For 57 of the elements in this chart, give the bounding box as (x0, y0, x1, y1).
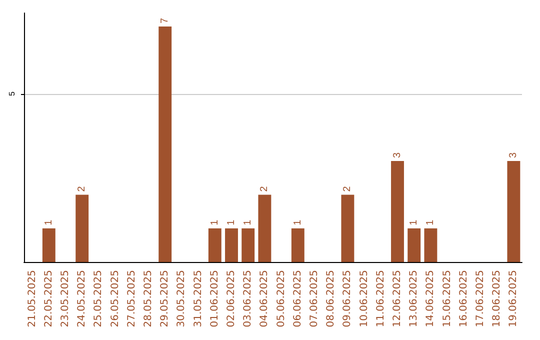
x-tick-label: 15.06.2025 (442, 270, 453, 328)
x-tick-label: 23.05.2025 (60, 270, 71, 328)
x-tick-label: 26.05.2025 (110, 270, 121, 328)
x-tick-label: 02.06.2025 (226, 270, 237, 328)
data-label: 1 (226, 219, 237, 226)
data-label: 1 (43, 219, 54, 226)
x-tick-label: 31.05.2025 (192, 270, 204, 328)
bar (341, 194, 354, 262)
data-label: 1 (408, 219, 420, 226)
x-tick-label: 12.06.2025 (392, 270, 403, 328)
bar (76, 194, 89, 262)
x-tick-label: 11.06.2025 (375, 270, 386, 328)
x-tick-label: 17.06.2025 (475, 270, 486, 328)
bar (507, 161, 520, 262)
x-tick-label: 04.06.2025 (259, 270, 270, 328)
x-tick-label: 08.06.2025 (326, 270, 337, 328)
bar (158, 26, 172, 262)
bar (391, 161, 404, 262)
data-label: 1 (209, 219, 220, 226)
x-tick-label: 06.06.2025 (292, 270, 304, 328)
x-tick-label: 03.06.2025 (242, 270, 254, 328)
data-label: 2 (76, 186, 88, 192)
bar (225, 228, 238, 262)
x-tick-label: 05.06.2025 (276, 270, 287, 328)
data-label: 3 (392, 152, 403, 158)
bar (258, 194, 272, 262)
x-tick-label: 25.05.2025 (93, 270, 104, 328)
data-label: 1 (425, 219, 436, 226)
x-tick-label: 07.06.2025 (309, 270, 320, 328)
data-label: 1 (242, 219, 254, 226)
data-label: 2 (342, 186, 354, 192)
x-tick-label: 10.06.2025 (358, 270, 370, 328)
bar (408, 228, 421, 262)
y-tick-label: 5 (8, 90, 16, 96)
x-tick-label: 18.06.2025 (492, 270, 503, 328)
data-label: 2 (259, 186, 270, 192)
data-label: 3 (508, 152, 520, 158)
bar (242, 228, 255, 262)
data-label: 7 (160, 17, 171, 24)
bar (208, 228, 222, 262)
bar (42, 228, 56, 262)
x-tick-label: 24.05.2025 (76, 270, 88, 328)
x-tick-label: 09.06.2025 (342, 270, 354, 328)
bar (424, 228, 438, 262)
x-tick-label: 01.06.2025 (209, 270, 220, 328)
x-tick-label: 29.05.2025 (160, 270, 171, 328)
x-tick-label: 27.05.2025 (126, 270, 138, 328)
x-tick-label: 22.05.2025 (43, 270, 54, 328)
x-tick-label: 16.06.2025 (458, 270, 470, 328)
data-label: 1 (292, 219, 304, 226)
x-tick-label: 30.05.2025 (176, 270, 188, 328)
x-tick-label: 13.06.2025 (408, 270, 420, 328)
x-tick-label: 19.06.2025 (508, 270, 520, 328)
x-tick-label: 14.06.2025 (425, 270, 436, 328)
bar (291, 228, 304, 262)
x-tick-label: 21.05.2025 (26, 270, 38, 328)
x-tick-label: 28.05.2025 (143, 270, 154, 328)
